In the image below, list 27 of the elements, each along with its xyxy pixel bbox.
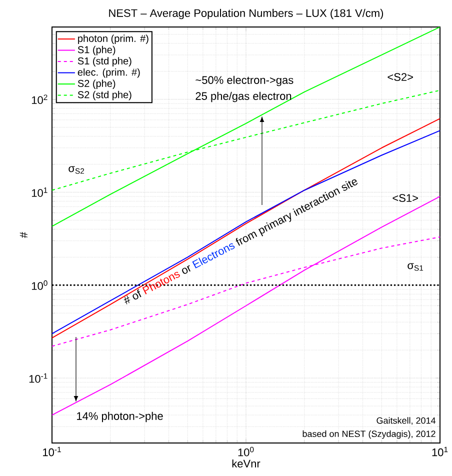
legend-label: photon (prim. #)	[78, 34, 148, 44]
legend-label: S1 (std phe)	[78, 57, 132, 66]
annotation: 14% photon->phe	[77, 412, 163, 422]
annotation: ~50% electron->gas	[196, 76, 294, 86]
y-tick-label: 10$^{-1}$	[29, 373, 48, 383]
chart-title: NEST – Average Population Numbers – LUX (181 V/cm)	[109, 8, 384, 20]
y-tick-label: 10$^{0}$	[32, 280, 48, 290]
x-tick-label: 10$^{-1}$	[43, 446, 61, 456]
legend-label: S2 (std phe)	[78, 90, 132, 100]
annotation: based on NEST (Szydagis), 2012	[302, 430, 436, 439]
annotation: <S1>	[392, 194, 418, 202]
y-axis-title: #	[20, 232, 28, 238]
annotation: 25 phe/gas electron	[196, 92, 292, 102]
annotation: or	[182, 265, 190, 274]
legend-label: S1 (phe)	[78, 46, 116, 56]
x-tick-label: 10$^{1}$	[432, 446, 448, 456]
y-tick-label: 10$^{2}$	[32, 94, 48, 104]
x-axis-title: keVnr	[232, 459, 260, 468]
annotation: σ$_{S2}$	[68, 166, 84, 174]
annotation: σ$_{S1}$	[408, 263, 424, 271]
annotation: <S2>	[388, 73, 413, 81]
legend-label: elec. (prim. #)	[78, 68, 140, 78]
y-tick-label: 10$^{1}$	[32, 188, 48, 197]
legend-label: S2 (phe)	[78, 80, 116, 89]
annotation: # of	[124, 289, 142, 304]
annotation: Gaitskell, 2014	[376, 417, 436, 425]
x-tick-label: 10$^{0}$	[238, 446, 254, 456]
